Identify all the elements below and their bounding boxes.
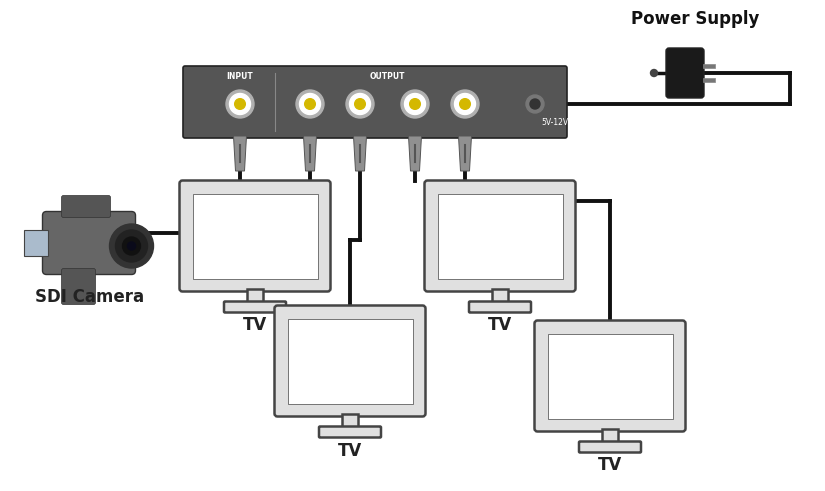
FancyBboxPatch shape xyxy=(275,305,426,416)
Circle shape xyxy=(122,237,140,255)
Text: INPUT: INPUT xyxy=(227,72,253,81)
FancyBboxPatch shape xyxy=(319,427,381,437)
Text: TV: TV xyxy=(598,457,622,474)
FancyBboxPatch shape xyxy=(43,212,135,274)
Bar xyxy=(247,289,263,302)
Circle shape xyxy=(451,90,479,118)
Polygon shape xyxy=(304,136,317,171)
FancyBboxPatch shape xyxy=(62,269,96,304)
Circle shape xyxy=(346,90,374,118)
Circle shape xyxy=(299,93,320,114)
Circle shape xyxy=(226,90,254,118)
Bar xyxy=(703,78,715,82)
Polygon shape xyxy=(459,136,472,171)
FancyBboxPatch shape xyxy=(183,66,567,138)
Bar xyxy=(342,413,358,428)
Bar xyxy=(192,193,318,278)
FancyBboxPatch shape xyxy=(224,301,286,312)
Circle shape xyxy=(404,93,426,114)
FancyBboxPatch shape xyxy=(535,321,686,432)
Circle shape xyxy=(110,224,153,268)
Circle shape xyxy=(304,99,315,109)
Circle shape xyxy=(530,99,540,109)
Bar xyxy=(703,64,715,68)
Polygon shape xyxy=(353,136,366,171)
Circle shape xyxy=(526,95,544,113)
FancyBboxPatch shape xyxy=(180,181,331,292)
Circle shape xyxy=(455,93,475,114)
Circle shape xyxy=(355,99,365,109)
Circle shape xyxy=(128,242,135,250)
FancyBboxPatch shape xyxy=(23,230,48,256)
Circle shape xyxy=(296,90,324,118)
Text: OUTPUT: OUTPUT xyxy=(370,72,405,81)
Text: TV: TV xyxy=(243,317,267,334)
Bar xyxy=(287,319,412,404)
Circle shape xyxy=(460,99,470,109)
Polygon shape xyxy=(233,136,247,171)
Circle shape xyxy=(234,99,245,109)
FancyBboxPatch shape xyxy=(469,301,531,312)
FancyBboxPatch shape xyxy=(579,441,641,453)
Circle shape xyxy=(650,70,658,77)
Polygon shape xyxy=(408,136,422,171)
Bar xyxy=(492,289,508,302)
Text: SDI Camera: SDI Camera xyxy=(35,288,144,306)
FancyBboxPatch shape xyxy=(666,48,704,98)
Bar xyxy=(437,193,563,278)
Bar xyxy=(548,333,672,418)
FancyBboxPatch shape xyxy=(425,181,576,292)
Text: TV: TV xyxy=(338,441,362,460)
Circle shape xyxy=(401,90,429,118)
Circle shape xyxy=(229,93,251,114)
Circle shape xyxy=(116,230,148,262)
Text: Power Supply: Power Supply xyxy=(631,10,759,28)
Text: 5V-12V: 5V-12V xyxy=(541,117,568,127)
Bar xyxy=(602,429,618,442)
Text: TV: TV xyxy=(488,317,512,334)
Circle shape xyxy=(410,99,420,109)
Circle shape xyxy=(350,93,370,114)
FancyBboxPatch shape xyxy=(62,195,111,218)
